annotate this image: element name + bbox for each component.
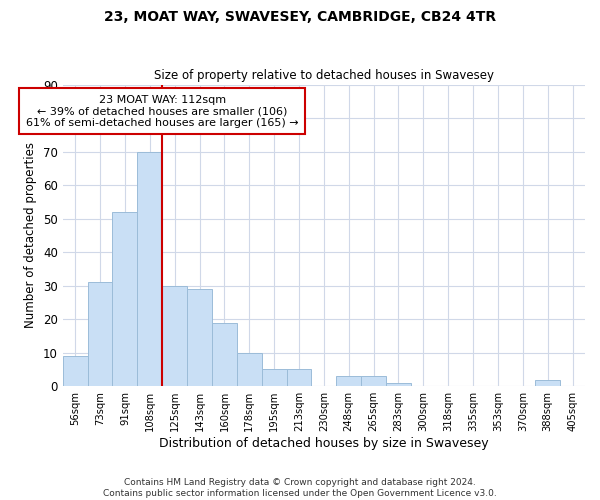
Bar: [386, 383, 411, 386]
Text: 23 MOAT WAY: 112sqm
← 39% of detached houses are smaller (106)
61% of semi-detac: 23 MOAT WAY: 112sqm ← 39% of detached ho…: [26, 94, 299, 128]
Bar: [112, 212, 137, 386]
Y-axis label: Number of detached properties: Number of detached properties: [25, 142, 37, 328]
Bar: [63, 356, 88, 386]
Bar: [535, 380, 560, 386]
Bar: [212, 322, 237, 386]
Bar: [162, 286, 187, 386]
Bar: [237, 352, 262, 386]
Title: Size of property relative to detached houses in Swavesey: Size of property relative to detached ho…: [154, 69, 494, 82]
Bar: [361, 376, 386, 386]
Bar: [287, 370, 311, 386]
Bar: [262, 370, 287, 386]
X-axis label: Distribution of detached houses by size in Swavesey: Distribution of detached houses by size …: [159, 437, 488, 450]
Bar: [337, 376, 361, 386]
Text: Contains HM Land Registry data © Crown copyright and database right 2024.
Contai: Contains HM Land Registry data © Crown c…: [103, 478, 497, 498]
Bar: [88, 282, 112, 386]
Text: 23, MOAT WAY, SWAVESEY, CAMBRIDGE, CB24 4TR: 23, MOAT WAY, SWAVESEY, CAMBRIDGE, CB24 …: [104, 10, 496, 24]
Bar: [187, 289, 212, 386]
Bar: [137, 152, 162, 386]
